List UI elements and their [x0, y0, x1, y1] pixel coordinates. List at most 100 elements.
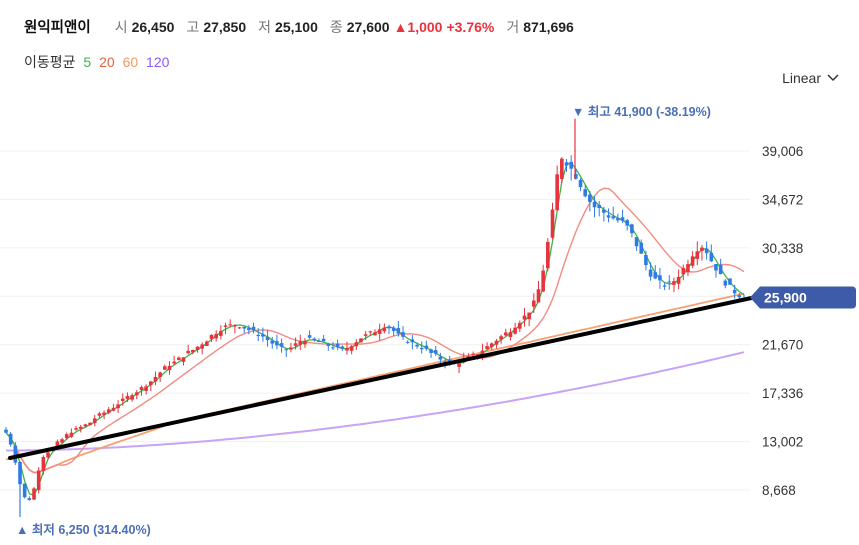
candle-body — [205, 341, 209, 346]
candle-body — [36, 470, 41, 491]
candle-body — [83, 424, 88, 427]
candle-body — [648, 269, 653, 277]
candle-body — [704, 248, 709, 254]
open-value: 26,450 — [131, 19, 175, 35]
candle-body — [298, 341, 303, 345]
candle-body — [700, 247, 704, 251]
candle-body — [513, 327, 517, 334]
candle-body — [172, 361, 176, 364]
ma-60-label[interactable]: 60 — [122, 54, 139, 70]
candle-body — [116, 404, 120, 409]
candle-body — [167, 365, 172, 371]
candle-body — [732, 289, 737, 294]
candle-body — [181, 357, 186, 362]
current-price-label: 25,900 — [764, 289, 807, 305]
open-label: 시 — [114, 19, 128, 35]
candle-body — [200, 344, 204, 349]
candle-body — [335, 343, 340, 348]
candle-body — [191, 349, 195, 353]
candle-body — [256, 334, 261, 337]
low-label: 저 — [258, 19, 272, 35]
candle-body — [349, 346, 354, 351]
candle-body — [359, 338, 363, 343]
candle-body — [429, 349, 433, 353]
ma-120-label[interactable]: 120 — [146, 54, 170, 70]
ma-legend-title: 이동평균 — [24, 54, 76, 70]
candle-body — [69, 432, 74, 437]
candle-body — [321, 338, 326, 342]
ma-5-label[interactable]: 5 — [83, 54, 92, 70]
high-marker: ▼ 최고 41,900 (-38.19%) — [572, 104, 711, 119]
ma-20-label[interactable]: 20 — [99, 54, 115, 70]
candle-body — [228, 324, 233, 326]
candle-body — [223, 325, 228, 327]
candle-body — [536, 289, 541, 303]
candle-body — [275, 341, 279, 346]
candle-body — [125, 396, 130, 399]
candle-body — [88, 422, 92, 426]
candle-body — [363, 334, 368, 336]
candle-body — [592, 201, 597, 208]
candle-body — [326, 344, 331, 346]
candle-body — [27, 498, 32, 501]
candle-body — [340, 346, 345, 349]
candle-body — [494, 340, 499, 345]
candle-body — [634, 237, 639, 247]
candle-body — [134, 392, 139, 396]
candle-body — [709, 252, 714, 262]
high-label: 고 — [186, 19, 200, 35]
candle-body — [574, 174, 578, 179]
candle-body — [686, 264, 690, 273]
candle-body — [564, 162, 569, 166]
candle-body — [737, 295, 742, 298]
candle-body — [424, 345, 429, 349]
candle-body — [714, 264, 718, 271]
candle-body — [22, 483, 27, 498]
candle-body — [667, 281, 672, 283]
scale-selector[interactable]: Linear — [782, 70, 839, 86]
candle-body — [718, 264, 723, 275]
chevron-down-icon — [827, 74, 839, 82]
candle-body — [419, 347, 424, 350]
candle-body — [527, 312, 531, 320]
low-marker: ▲ 최저 6,250 (314.40%) — [16, 522, 151, 537]
candle-body — [163, 366, 167, 370]
candle-body — [242, 326, 247, 329]
candle-body — [111, 407, 116, 411]
candle-body — [307, 335, 312, 338]
candle-body — [676, 276, 681, 284]
candle-body — [653, 272, 658, 279]
candle-body — [368, 331, 373, 333]
y-tick-label: 34,672 — [762, 192, 803, 207]
ma-120-line — [6, 351, 745, 452]
candle-body — [546, 241, 550, 269]
y-tick-label: 17,336 — [762, 386, 803, 401]
candle-body — [480, 350, 485, 355]
candle-body — [102, 412, 106, 415]
candle-body — [354, 342, 359, 347]
candle-body — [485, 346, 489, 350]
candle-body — [265, 336, 270, 341]
high-value: 27,850 — [203, 19, 247, 35]
candle-body — [345, 348, 349, 351]
candle-body — [13, 445, 18, 463]
candle-body — [401, 332, 405, 337]
candle-body — [377, 329, 382, 334]
candle-body — [139, 387, 144, 390]
candle-body — [74, 428, 78, 430]
trend-line — [8, 295, 758, 460]
candle-body — [391, 327, 396, 332]
ma-60-line — [5, 292, 745, 474]
candle-body — [60, 439, 64, 443]
candle-body — [508, 332, 513, 338]
candle-body — [457, 363, 461, 367]
candle-body — [630, 224, 634, 234]
change-value: ▲1,000 — [393, 19, 443, 35]
candle-body — [517, 322, 522, 329]
candle-body — [672, 281, 676, 285]
volume-value: 871,696 — [523, 19, 574, 35]
candle-body — [415, 344, 419, 347]
change-percent: +3.76% — [446, 19, 495, 35]
candle-body — [405, 341, 410, 343]
